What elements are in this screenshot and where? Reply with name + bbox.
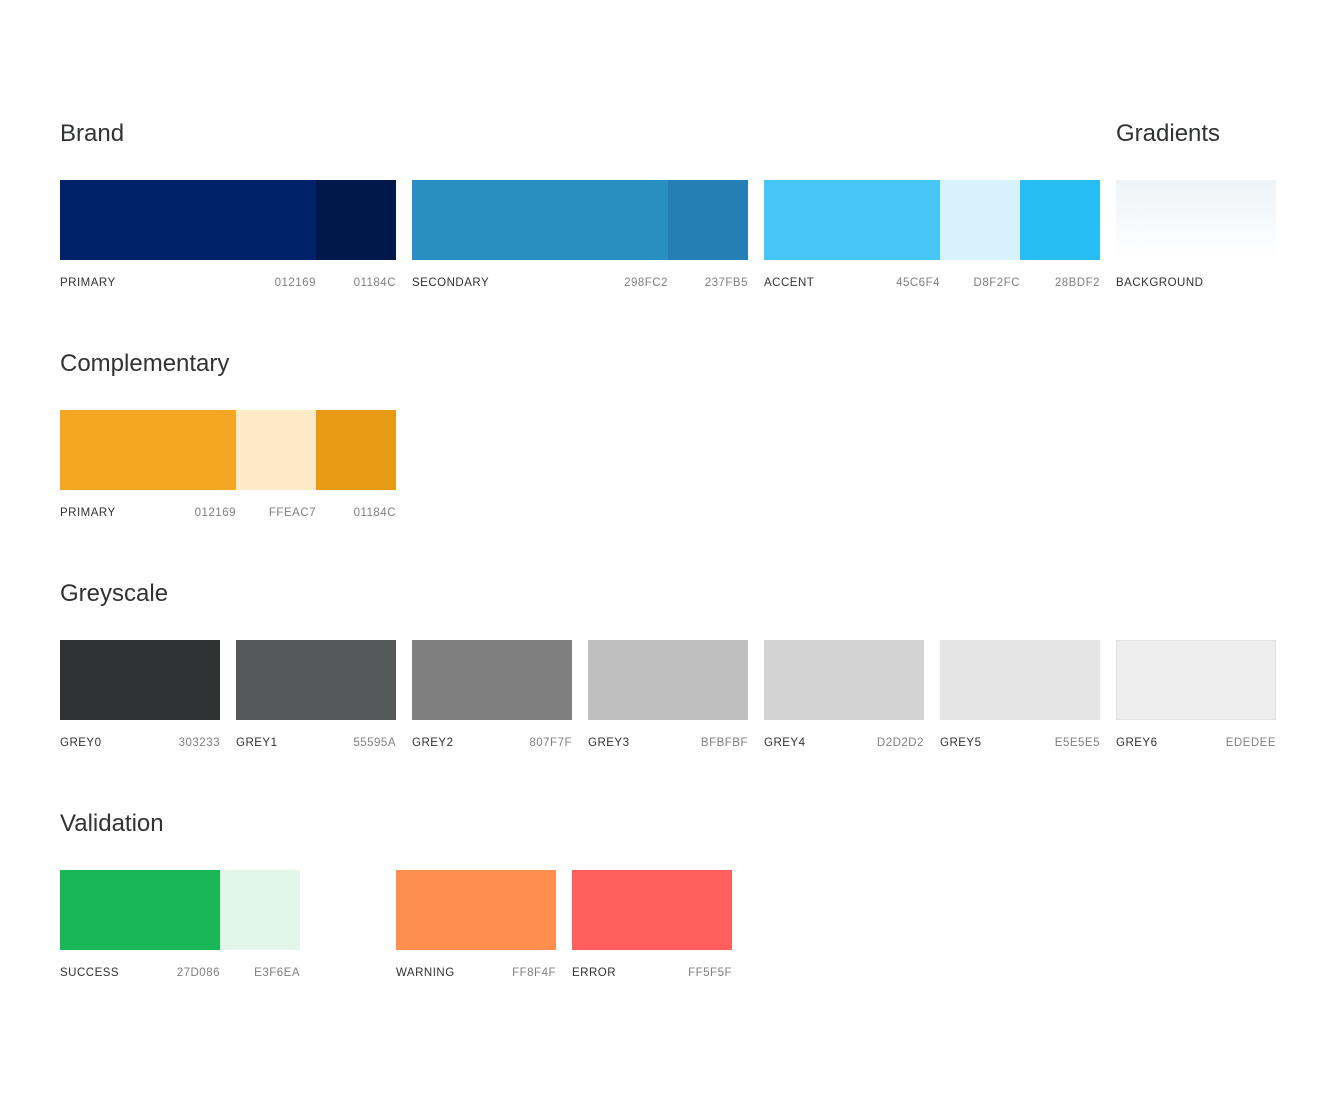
grey2-swatch [412, 640, 572, 720]
grey2-label: GREY2 [412, 737, 454, 749]
brand-primary-swatch-dark [316, 180, 396, 260]
brand-accent-hex-dark: 28BDF2 [1054, 277, 1100, 289]
brand-accent-swatch-light [940, 180, 1020, 260]
grey0-swatch [60, 640, 220, 720]
brand-accent-swatch-dark [1020, 180, 1100, 260]
complementary-primary-label: PRIMARY [60, 507, 116, 519]
section-title-validation: Validation [60, 810, 164, 837]
grey6-hex: EDEDEE [1225, 737, 1276, 749]
complementary-primary-swatch-light [236, 410, 316, 490]
brand-primary-swatch-main [60, 180, 316, 260]
brand-primary-hex-dark: 01184C [353, 277, 396, 289]
grey5-swatch [940, 640, 1100, 720]
complementary-primary-hex-light: FFEAC7 [268, 507, 316, 519]
error-hex: FF5F5F [688, 967, 732, 979]
warning-hex: FF8F4F [512, 967, 556, 979]
grey0-hex: 303233 [178, 737, 220, 749]
complementary-primary-hex-main: 012169 [194, 507, 236, 519]
warning-label: WARNING [396, 967, 455, 979]
section-title-greyscale: Greyscale [60, 580, 169, 607]
success-hex-main: 27D086 [176, 967, 220, 979]
complementary-primary-swatch-dark [316, 410, 396, 490]
grey3-swatch [588, 640, 748, 720]
gradient-background-label: BACKGROUND [1116, 277, 1204, 289]
grey5-label: GREY5 [940, 737, 982, 749]
success-swatch-main [60, 870, 220, 950]
grey2-hex: 807F7F [529, 737, 572, 749]
grey1-swatch [236, 640, 396, 720]
grey5-hex: E5E5E5 [1054, 737, 1100, 749]
grey0-label: GREY0 [60, 737, 102, 749]
brand-secondary-swatch-dark [668, 180, 748, 260]
section-title-complementary: Complementary [60, 350, 230, 377]
brand-accent-swatch-main [764, 180, 940, 260]
brand-accent-hex-main: 45C6F4 [896, 277, 940, 289]
brand-secondary-swatch-main [412, 180, 668, 260]
success-swatch-light [220, 870, 300, 950]
brand-primary-label: PRIMARY [60, 277, 116, 289]
grey4-hex: D2D2D2 [876, 737, 924, 749]
grey3-label: GREY3 [588, 737, 630, 749]
complementary-primary-hex-dark: 01184C [353, 507, 396, 519]
success-label: SUCCESS [60, 967, 120, 979]
gradient-background-swatch [1116, 180, 1276, 260]
brand-secondary-hex-dark: 237FB5 [704, 277, 748, 289]
grey1-label: GREY1 [236, 737, 278, 749]
error-label: ERROR [572, 967, 617, 979]
section-title-brand: Brand [60, 120, 125, 147]
complementary-primary-swatch-main [60, 410, 236, 490]
success-hex-light: E3F6EA [254, 967, 300, 979]
section-title-gradients: Gradients [1116, 120, 1221, 147]
grey4-swatch [764, 640, 924, 720]
grey6-label: GREY6 [1116, 737, 1158, 749]
grey6-swatch [1116, 640, 1276, 720]
grey1-hex: 55595A [353, 737, 396, 749]
warning-swatch [396, 870, 556, 950]
brand-accent-hex-light: D8F2FC [973, 277, 1020, 289]
error-swatch [572, 870, 732, 950]
brand-primary-hex-main: 012169 [274, 277, 316, 289]
grey4-label: GREY4 [764, 737, 806, 749]
brand-secondary-label: SECONDARY [412, 277, 490, 289]
brand-accent-label: ACCENT [764, 277, 815, 289]
grey3-hex: BFBFBF [700, 737, 748, 749]
brand-secondary-hex-main: 298FC2 [624, 277, 668, 289]
